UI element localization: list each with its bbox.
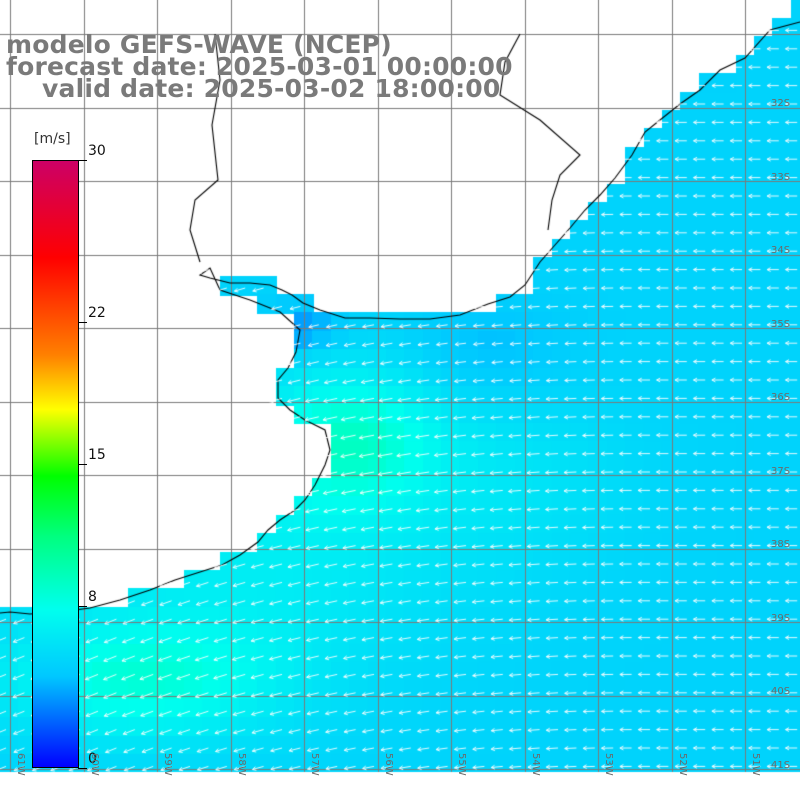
colorbar-tick-label: 8 xyxy=(88,588,97,605)
latitude-label: 40S xyxy=(771,686,791,697)
colorbar-tick-label: 22 xyxy=(88,305,106,322)
longitude-label: 61W xyxy=(15,753,26,776)
longitude-label: 55W xyxy=(456,753,467,776)
map-title-model: modelo GEFS-WAVE (NCEP) xyxy=(6,30,392,59)
latitude-label: 37S xyxy=(771,465,791,477)
longitude-label: 59W xyxy=(162,753,173,776)
latitude-label: 34S xyxy=(771,245,791,256)
latitude-label: 38S xyxy=(771,539,791,550)
colorbar-tick-mark xyxy=(78,322,87,324)
longitude-label: 53W xyxy=(603,753,614,776)
colorbar-tick-mark xyxy=(78,768,87,769)
colorbar-tick-label: 30 xyxy=(88,143,106,159)
colorbar-tick-label: 0 xyxy=(88,751,97,767)
map-title-valid-date: valid date: 2025-03-02 18:00:00 xyxy=(42,74,501,103)
latitude-label: 32S xyxy=(771,98,791,109)
colorbar-tick-label: 15 xyxy=(88,447,106,463)
longitude-label: 60W xyxy=(88,753,100,776)
colorbar-tick-mark xyxy=(78,605,87,607)
longitude-label: 57W xyxy=(309,753,320,776)
colorbar xyxy=(32,160,79,768)
latitude-label: 35S xyxy=(771,318,791,330)
colorbar-tick-mark xyxy=(78,464,87,465)
latitude-label: 33S xyxy=(771,171,791,183)
latitude-label: 36S xyxy=(771,392,791,403)
colorbar-unit: [m/s] xyxy=(34,131,71,147)
map-title-forecast-date: forecast date: 2025-03-01 00:00:00 xyxy=(6,52,513,81)
latitude-label: 41S xyxy=(771,759,791,771)
longitude-label: 51W xyxy=(750,753,761,776)
colorbar-tick-mark xyxy=(78,160,87,161)
longitude-label: 52W xyxy=(676,753,688,776)
longitude-label: 56W xyxy=(382,753,394,776)
latitude-label: 39S xyxy=(771,612,791,624)
longitude-label: 54W xyxy=(529,753,541,776)
longitude-label: 58W xyxy=(235,753,247,776)
